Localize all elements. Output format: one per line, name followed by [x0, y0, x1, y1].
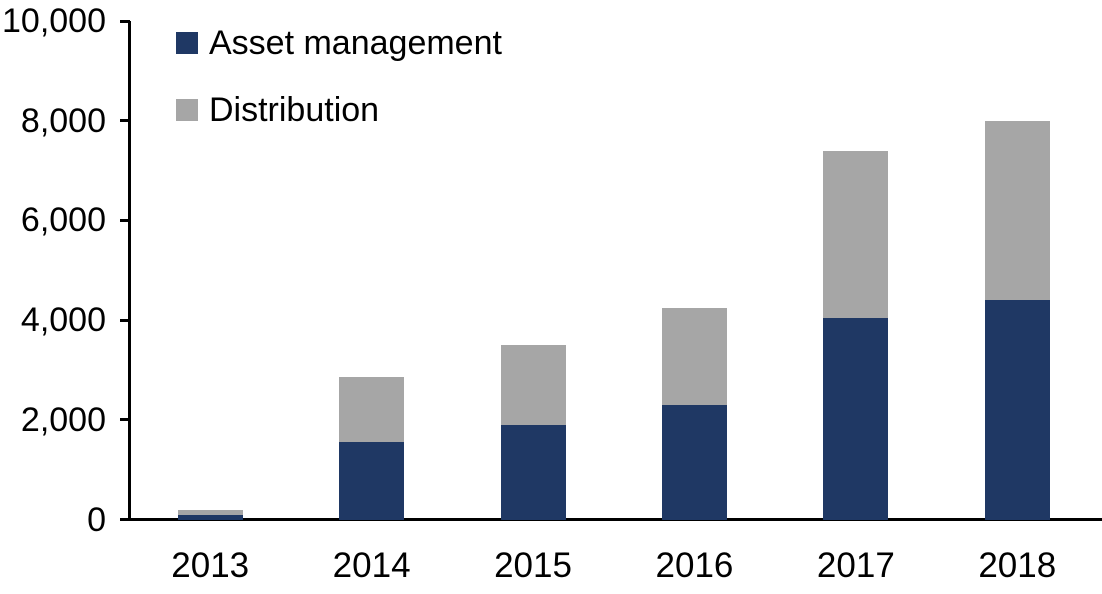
bar-2016 [661, 307, 727, 520]
y-tick-mark [119, 119, 130, 123]
bar-2015 [500, 345, 566, 520]
y-tick-label-10-000: 10,000 [2, 2, 106, 40]
x-axis-label-2015: 2015 [494, 546, 572, 585]
bar-segment-2014-distribution [339, 377, 405, 443]
y-tick-label-0: 0 [87, 500, 106, 539]
legend-swatch-distribution [176, 99, 198, 121]
y-tick-mark [119, 418, 130, 422]
legend-item-distribution: Distribution [176, 93, 502, 127]
bar-segment-2013-distribution [177, 509, 243, 515]
y-tick-mark [119, 19, 130, 23]
x-axis-line [126, 518, 1102, 521]
y-tick-label-2-000: 2,000 [20, 400, 106, 439]
bar-segment-2017-asset-management [823, 317, 889, 520]
x-axis-label-2017: 2017 [816, 546, 895, 585]
bar-segment-2015-distribution [500, 345, 566, 425]
bar-segment-2015-asset-management [500, 424, 566, 520]
bar-segment-2018-asset-management [984, 300, 1050, 520]
bar-2013 [177, 509, 243, 520]
bar-segment-2016-distribution [661, 307, 727, 405]
y-tick-label-8-000: 8,000 [20, 101, 106, 140]
y-tick-mark [119, 218, 130, 222]
legend-item-asset-management: Asset management [176, 26, 502, 60]
bar-segment-2016-asset-management [661, 404, 727, 520]
y-tick-label-6-000: 6,000 [20, 201, 106, 240]
bar-segment-2017-distribution [823, 150, 889, 318]
legend-label-asset-management: Asset management [209, 24, 502, 62]
bar-2018 [984, 120, 1050, 520]
y-axis-line [128, 21, 131, 521]
bar-segment-2014-asset-management [339, 442, 405, 520]
y-tick-mark [119, 518, 130, 521]
y-tick-mark [119, 318, 130, 322]
bar-segment-2018-distribution [984, 120, 1050, 301]
bar-2014 [339, 377, 405, 520]
legend-swatch-asset-management [176, 32, 198, 54]
x-axis-label-2013: 2013 [171, 546, 250, 585]
legend: Asset management Distribution [176, 26, 502, 127]
x-axis-label-2016: 2016 [655, 546, 734, 585]
x-axis-label-2018: 2018 [978, 546, 1057, 585]
y-tick-label-4-000: 4,000 [20, 301, 106, 340]
bar-2017 [823, 150, 889, 520]
bar-segment-2013-asset-management [177, 514, 243, 520]
legend-label-distribution: Distribution [209, 91, 380, 129]
x-axis-label-2014: 2014 [332, 546, 411, 585]
